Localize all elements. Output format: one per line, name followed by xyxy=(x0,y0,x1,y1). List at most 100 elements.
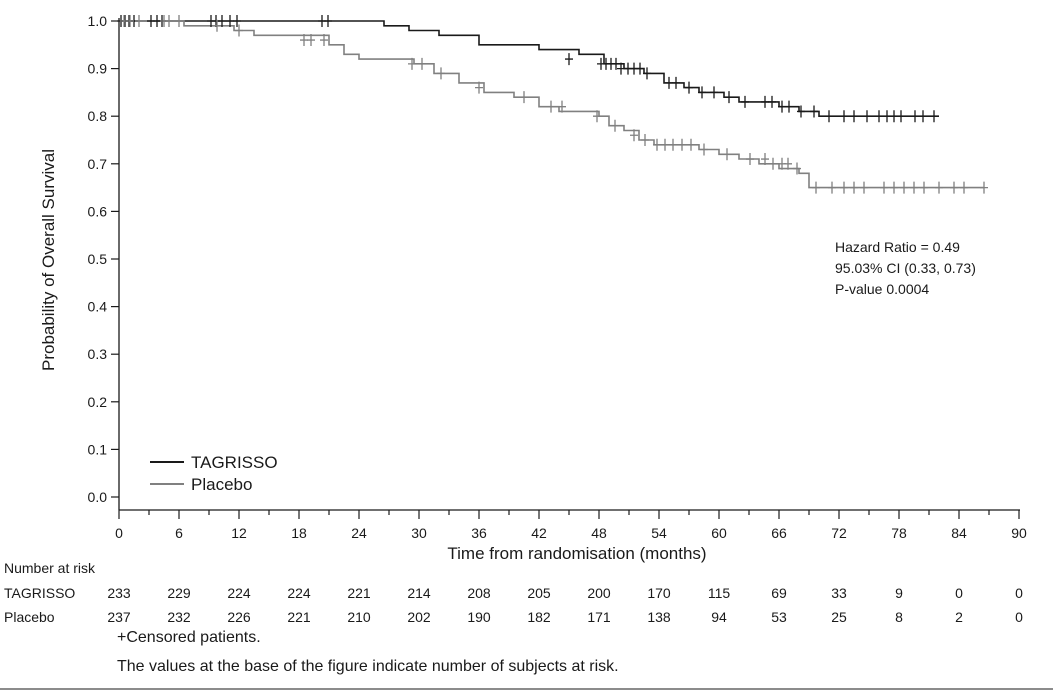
censor-mark-placebo xyxy=(418,57,426,70)
censor-mark-tagrisso xyxy=(785,100,793,113)
x-tick-label: 72 xyxy=(831,525,847,541)
censor-mark-placebo xyxy=(320,34,328,47)
x-tick-label: 84 xyxy=(951,525,967,541)
x-axis-title: Time from randomisation (months) xyxy=(447,544,706,563)
x-tick-label: 24 xyxy=(351,525,367,541)
censor-mark-placebo xyxy=(669,138,677,151)
risk-value: 224 xyxy=(227,585,251,601)
censor-mark-tagrisso xyxy=(810,105,818,118)
censor-mark-placebo xyxy=(661,138,669,151)
censor-mark-placebo xyxy=(812,181,820,194)
x-tick-label: 0 xyxy=(115,525,123,541)
censor-mark-placebo xyxy=(910,181,918,194)
censor-mark-tagrisso xyxy=(840,110,848,123)
risk-value: 33 xyxy=(831,585,847,601)
censor-mark-tagrisso xyxy=(685,81,693,94)
censor-mark-placebo xyxy=(850,181,858,194)
risk-value: 210 xyxy=(347,609,371,625)
censor-mark-placebo xyxy=(520,91,528,104)
hazard-ratio-annotation: Hazard Ratio = 0.49 95.03% CI (0.33, 0.7… xyxy=(835,239,976,297)
risk-value: 221 xyxy=(347,585,371,601)
censor-mark-tagrisso xyxy=(324,15,332,27)
censor-mark-tagrisso xyxy=(233,15,241,27)
risk-value: 237 xyxy=(107,609,131,625)
risk-value: 25 xyxy=(831,609,847,625)
censor-mark-tagrisso xyxy=(897,110,905,123)
censor-mark-tagrisso xyxy=(797,105,805,118)
y-tick-label: 1.0 xyxy=(88,13,108,29)
censor-mark-placebo xyxy=(135,15,143,27)
censor-mark-placebo xyxy=(980,181,988,194)
risk-value: 202 xyxy=(407,609,431,625)
risk-value: 0 xyxy=(1015,585,1023,601)
risk-table: Number at risk TAGRISSO 233 229 224 224 221 21… xyxy=(4,560,1023,625)
censor-mark-placebo xyxy=(678,138,686,151)
risk-value: 69 xyxy=(771,585,787,601)
censor-mark-tagrisso xyxy=(617,62,625,75)
censor-mark-placebo xyxy=(784,157,792,170)
series-line-tagrisso xyxy=(119,20,939,117)
x-tick-label: 12 xyxy=(231,525,247,541)
censor-mark-placebo xyxy=(687,138,695,151)
risk-value: 200 xyxy=(587,585,611,601)
x-tick-label: 90 xyxy=(1011,525,1027,541)
censor-mark-placebo xyxy=(900,181,908,194)
y-tick-label: 0.0 xyxy=(88,489,108,505)
plot-axes: 0.0 0.1 0.2 0.3 0.4 0.5 0.6 0.7 0.8 0.9 1.0 0 6 12 18 2… xyxy=(88,13,1027,541)
censor-mark-tagrisso xyxy=(218,15,226,27)
risk-value: 8 xyxy=(895,609,903,625)
risk-value: 115 xyxy=(708,585,731,601)
censor-mark-placebo xyxy=(890,181,898,194)
censor-mark-tagrisso xyxy=(565,53,573,66)
risk-value: 232 xyxy=(167,609,191,625)
annotation-p-value: P-value 0.0004 xyxy=(835,281,929,297)
risk-value: 138 xyxy=(647,609,671,625)
censor-mark-placebo xyxy=(700,143,708,156)
censor-mark-tagrisso xyxy=(875,110,883,123)
censor-mark-tagrisso xyxy=(672,76,680,89)
censor-mark-placebo xyxy=(828,181,836,194)
y-tick-label: 0.6 xyxy=(88,203,108,219)
risk-value: 2 xyxy=(955,609,963,625)
x-tick-label: 30 xyxy=(411,525,427,541)
risk-value: 224 xyxy=(287,585,311,601)
censor-mark-tagrisso xyxy=(665,76,673,89)
censor-mark-placebo xyxy=(630,129,638,142)
risk-value: 94 xyxy=(711,609,727,625)
censor-mark-tagrisso xyxy=(725,91,733,104)
censor-mark-tagrisso xyxy=(612,57,620,70)
censor-mark-placebo xyxy=(653,138,661,151)
censor-mark-placebo xyxy=(950,181,958,194)
censor-mark-tagrisso xyxy=(643,67,651,80)
x-tick-label: 54 xyxy=(651,525,667,541)
censor-mark-placebo xyxy=(641,134,649,146)
censor-mark-placebo xyxy=(761,153,769,166)
y-tick-label: 0.3 xyxy=(88,346,108,362)
risk-value: 171 xyxy=(587,609,611,625)
risk-row-label: Placebo xyxy=(4,609,55,625)
censor-mark-placebo xyxy=(547,100,555,113)
censor-mark-placebo xyxy=(769,157,777,170)
risk-value: 0 xyxy=(955,585,963,601)
legend: TAGRISSO Placebo xyxy=(150,453,278,494)
risk-row-label: TAGRISSO xyxy=(4,585,75,601)
censor-mark-placebo xyxy=(213,19,221,32)
y-tick-label: 0.8 xyxy=(88,108,108,124)
risk-value: 170 xyxy=(647,585,671,601)
annotation-hazard-ratio: Hazard Ratio = 0.49 xyxy=(835,239,960,255)
censor-mark-tagrisso xyxy=(890,110,898,123)
x-tick-label: 78 xyxy=(891,525,907,541)
censor-mark-placebo xyxy=(475,81,483,94)
censor-mark-placebo xyxy=(746,153,754,166)
risk-value: 208 xyxy=(467,585,491,601)
censor-mark-placebo xyxy=(175,15,183,27)
risk-value: 182 xyxy=(527,609,551,625)
censor-mark-placebo xyxy=(960,181,968,194)
x-tick-label: 66 xyxy=(771,525,787,541)
risk-value: 9 xyxy=(895,585,903,601)
censor-mark-tagrisso xyxy=(930,110,938,123)
risk-value: 229 xyxy=(167,585,191,601)
y-tick-label: 0.1 xyxy=(88,441,108,457)
censor-mark-tagrisso xyxy=(911,110,919,123)
